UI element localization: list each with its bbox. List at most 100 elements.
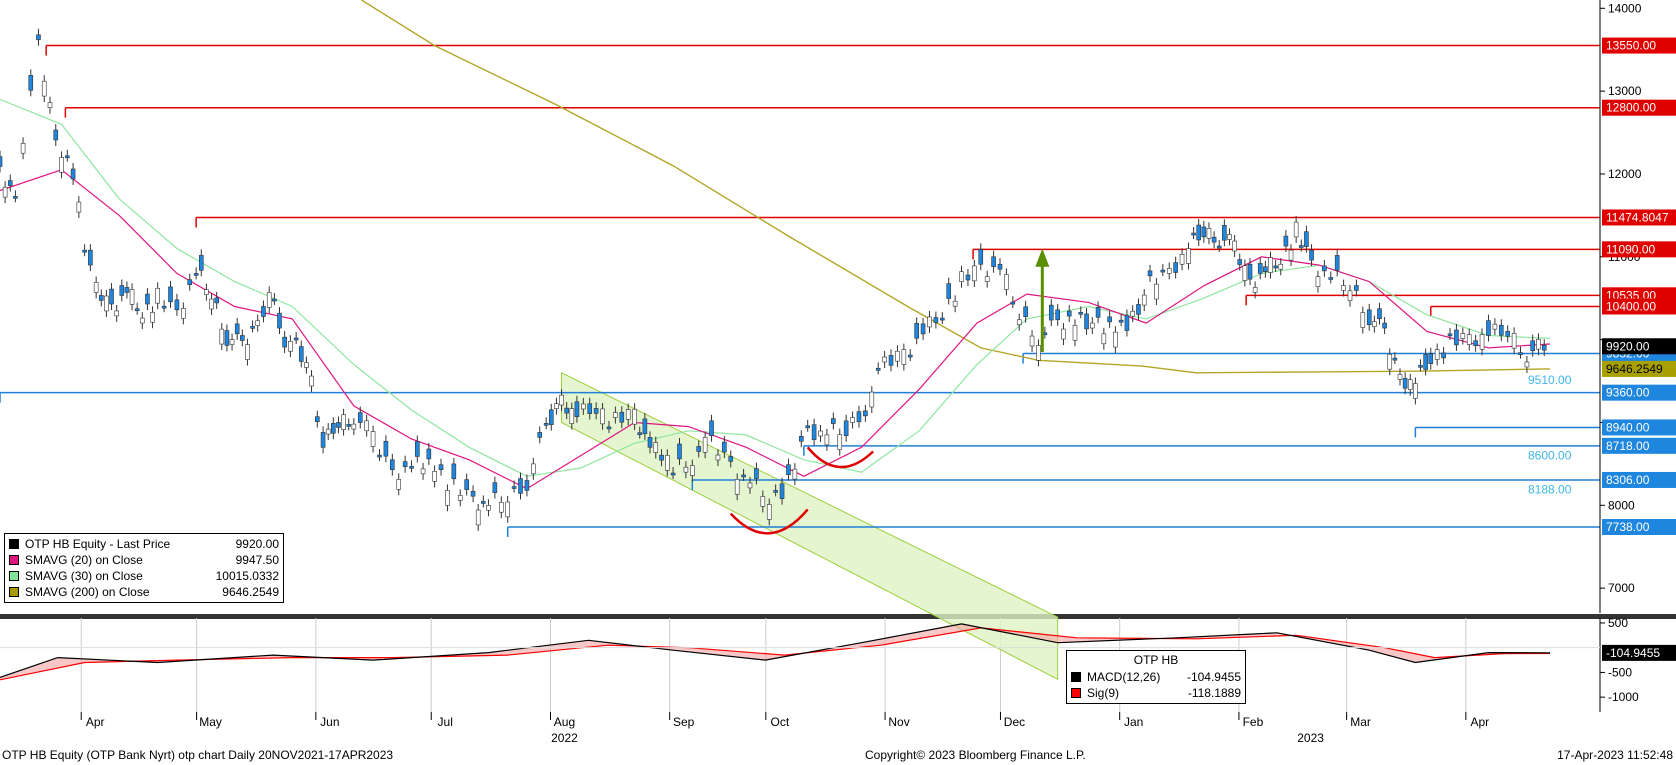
candle-body: [696, 446, 702, 452]
candle-body: [850, 417, 855, 423]
candle-body: [370, 431, 376, 447]
legend-swatch: [9, 571, 19, 581]
macd-badge: [1602, 644, 1676, 661]
candle-body: [1072, 325, 1078, 341]
candle-body: [390, 459, 395, 470]
candle-body: [581, 403, 586, 410]
footer: OTP HB Equity (OTP Bank Nyrt) otp chart …: [0, 745, 1676, 765]
candle-body: [1428, 353, 1434, 364]
candle-body: [554, 403, 559, 409]
candle-body: [818, 430, 823, 437]
candle-body: [875, 368, 881, 371]
candle-body: [978, 249, 984, 265]
candle-body: [1061, 328, 1066, 340]
candle-body: [564, 407, 569, 414]
candle-body: [1341, 285, 1346, 291]
candle-body: [266, 292, 272, 308]
candle-body: [181, 308, 186, 319]
candle-body: [1084, 313, 1089, 330]
candle-body: [1492, 323, 1498, 330]
candle-body: [1206, 228, 1212, 239]
candle-body: [98, 295, 104, 301]
candle-body: [1347, 290, 1353, 302]
candle-body: [1095, 307, 1101, 318]
candle-body: [914, 323, 919, 339]
candle-body: [409, 466, 414, 469]
candle-body: [76, 201, 82, 213]
candle-body: [336, 422, 341, 428]
candle-body: [36, 34, 41, 41]
candle-body: [792, 468, 798, 480]
candle-body: [824, 434, 830, 446]
macd-legend-title: OTP HB: [1133, 653, 1179, 667]
candle-body: [642, 418, 648, 435]
legend-swatch: [9, 555, 19, 565]
candle-body: [1486, 320, 1491, 336]
x-axis-year-label: 2023: [1297, 731, 1324, 745]
candle-body: [1315, 276, 1321, 287]
candle-body: [1196, 224, 1202, 241]
candle-body: [600, 408, 605, 425]
candle-body: [1118, 319, 1124, 323]
candle-body: [1441, 352, 1446, 359]
candle-body: [1232, 240, 1237, 252]
value-badge: [1602, 338, 1676, 355]
candle-body: [288, 340, 293, 352]
candle-body: [93, 282, 99, 293]
candle-body: [174, 299, 180, 311]
candle-body: [1387, 353, 1393, 370]
target-arrow-head: [1035, 248, 1050, 267]
legend-label: MACD(12,26): [1087, 670, 1161, 684]
candle-body: [1124, 315, 1130, 331]
level-badge: [1602, 419, 1676, 436]
candle-body: [524, 480, 530, 491]
candle-body: [7, 180, 13, 186]
candle-body: [1322, 265, 1327, 272]
x-axis-month-label: Aug: [554, 715, 575, 729]
candle-body: [415, 441, 420, 457]
level-badge: [1602, 241, 1676, 258]
candle-body: [747, 482, 753, 489]
candle-body: [574, 401, 580, 417]
candle-body: [1309, 249, 1314, 261]
candle-body: [531, 463, 536, 475]
candle-body: [1460, 333, 1466, 339]
candle-body: [1154, 283, 1159, 300]
candle-body: [1293, 221, 1299, 238]
footer-left: OTP HB Equity (OTP Bank Nyrt) otp chart …: [2, 748, 394, 762]
candle-body: [168, 286, 173, 303]
candle-body: [907, 354, 913, 358]
candle-body: [1147, 270, 1153, 277]
value-badge: [1602, 360, 1676, 377]
candle-body: [1107, 316, 1112, 323]
candle-body: [895, 350, 900, 362]
candle-body: [1447, 333, 1453, 337]
candle-body: [1237, 259, 1243, 265]
candle-body: [1222, 225, 1227, 241]
legend-value: -118.1889: [1187, 686, 1241, 700]
candle-body: [1377, 308, 1382, 319]
candle-body: [1473, 340, 1478, 347]
candle-body: [331, 423, 336, 434]
candle-body: [1498, 324, 1504, 336]
candle-body: [1360, 312, 1366, 328]
candle-body: [261, 306, 266, 317]
level-badge-label: 9360.00: [1606, 386, 1650, 400]
candle-body: [377, 454, 382, 458]
candle-body: [325, 428, 331, 435]
candle-body: [124, 287, 130, 293]
legend-value: 9920.00: [235, 537, 279, 551]
macd-badge-label: -104.9455: [1606, 646, 1660, 660]
candle-body: [155, 287, 160, 304]
footer-copyright: Copyright© 2023 Bloomberg Finance L.P.: [865, 748, 1086, 762]
candle-body: [869, 391, 875, 408]
candle-body: [1283, 235, 1289, 247]
candle-body: [1004, 274, 1009, 290]
candle-body: [632, 408, 637, 425]
legend-value: 9646.2549: [222, 585, 279, 599]
level-badge: [1602, 37, 1676, 54]
candle-body: [1298, 245, 1304, 248]
level-badge: [1602, 298, 1676, 315]
x-axis-month-label: Apr: [1471, 715, 1490, 729]
candle-body: [1160, 269, 1166, 273]
